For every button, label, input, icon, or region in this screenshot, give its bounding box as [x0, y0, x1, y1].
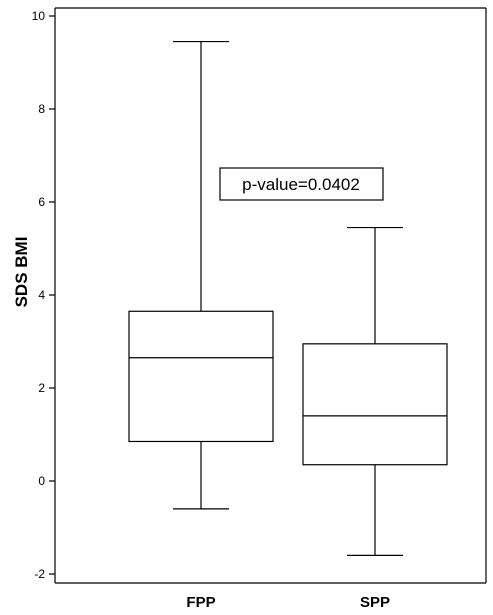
- iqr-box: [128, 310, 274, 443]
- plot-frame: [54, 7, 487, 584]
- y-axis-title: SDS BMI: [12, 237, 31, 308]
- y-tick-label: 6: [38, 195, 45, 209]
- x-axis-tick-labels: FPP SPP: [186, 594, 390, 611]
- y-tick-label: 2: [38, 381, 45, 395]
- iqr-box: [302, 343, 448, 466]
- annotation-box: [219, 167, 384, 201]
- annotation-text: p-value=0.0402: [242, 175, 360, 194]
- y-tick-label: 8: [38, 102, 45, 116]
- box-spp: [302, 226, 448, 557]
- box-fpp: [128, 40, 274, 510]
- box-series: [128, 40, 448, 557]
- y-tick-label: -2: [34, 567, 45, 581]
- y-axis-tick-labels: -2 0 2 4 6 8 10: [32, 9, 46, 581]
- p-value-annotation: p-value=0.0402: [219, 167, 384, 201]
- y-tick-label: 4: [38, 288, 45, 302]
- x-tick-label: SPP: [360, 594, 390, 611]
- y-axis-ticks: [49, 15, 55, 575]
- y-tick-label: 10: [32, 9, 46, 23]
- x-tick-label: FPP: [186, 594, 215, 611]
- y-tick-label: 0: [38, 474, 45, 488]
